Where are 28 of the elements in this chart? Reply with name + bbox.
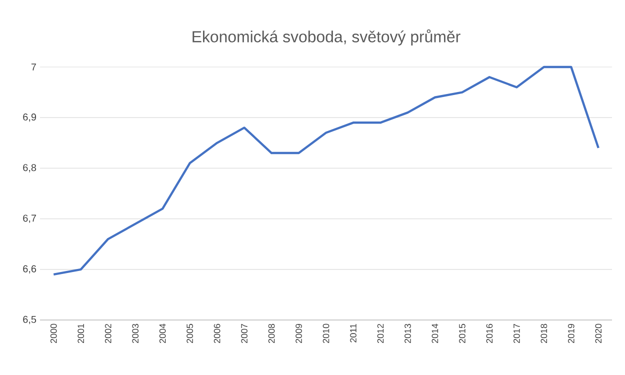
chart-title: Ekonomická svoboda, světový průměr [192,29,460,46]
y-tick-label: 6,9 [23,113,36,122]
y-tick-label: 6,5 [23,316,36,324]
x-tick-label: 2000 [50,324,57,344]
x-tick-label: 2017 [514,324,520,344]
x-tick-label: 2003 [132,324,139,344]
x-tick-label: 2009 [296,324,302,344]
x-tick-label: 2013 [404,324,411,344]
x-tick-label: 2002 [104,324,112,344]
x-tick-label: 2018 [540,324,548,344]
x-tick-label: 2005 [186,324,193,344]
y-tick-label: 6,8 [23,164,36,172]
x-tick-label: 2008 [268,324,275,344]
y-tick-label: 6,6 [23,265,36,274]
y-tick-label: 6,7 [23,214,36,223]
y-tick-label: 7 [31,64,36,70]
x-tick-label: 2010 [322,324,330,344]
x-tick-label: 2004 [159,324,166,344]
x-tick-label: 2016 [486,324,493,344]
x-tick-label: 2012 [377,324,384,344]
x-tick-label: 2006 [214,324,220,344]
x-tick-label: 2014 [432,324,438,344]
x-tick-label: 2007 [241,324,248,344]
x-tick-label: 2001 [78,324,84,344]
x-tick-label: 2020 [595,324,602,344]
x-tick-label: 2015 [459,324,466,344]
x-tick-label: 2011 [350,324,356,342]
x-tick-label: 2019 [568,324,574,344]
